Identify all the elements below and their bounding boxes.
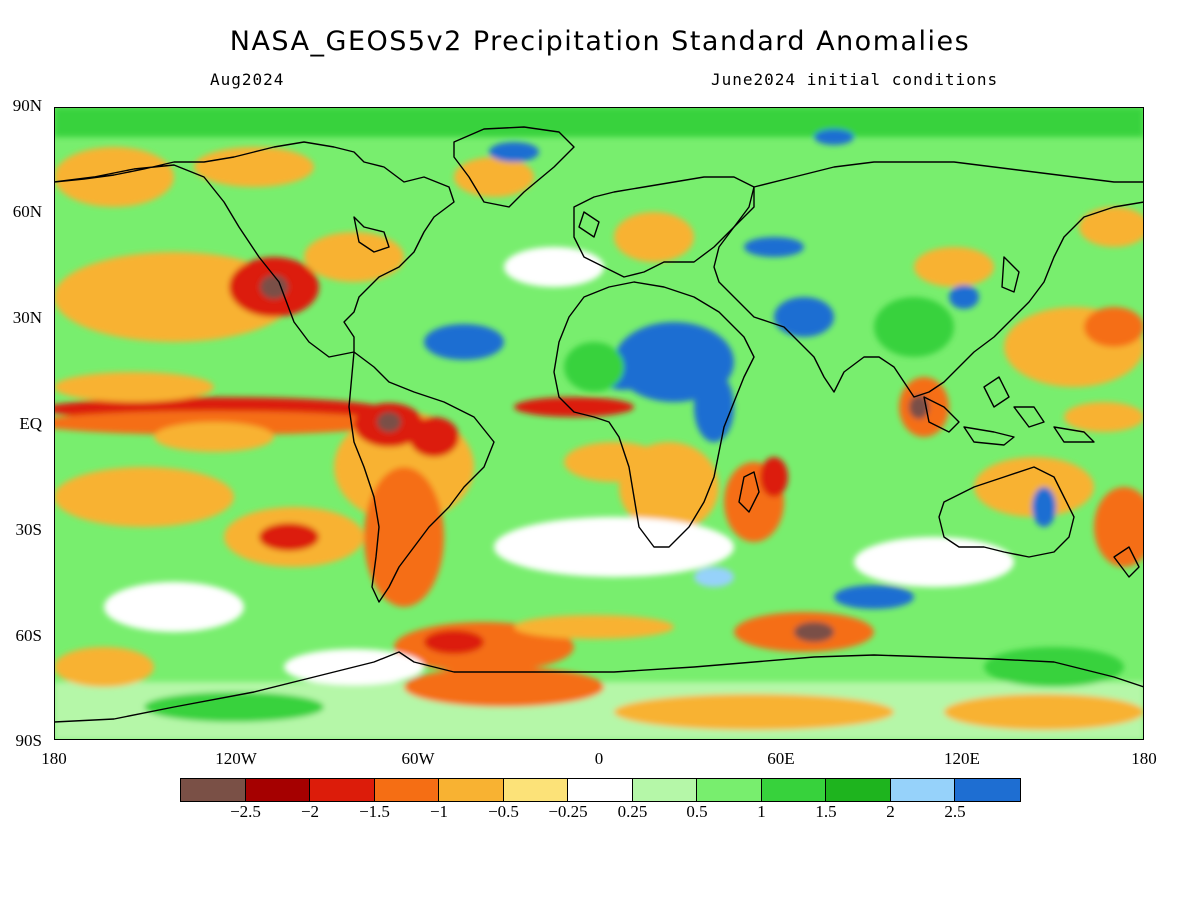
colorbar-label: 0.25: [617, 802, 648, 821]
colorbar-swatch: [826, 779, 891, 801]
anomaly-map: [54, 107, 1144, 740]
colorbar-swatch: [374, 779, 439, 801]
colorbar-swatch: [245, 779, 310, 801]
colorbar-label: −0.5: [488, 802, 519, 821]
lon-label-60e: 60E: [767, 749, 795, 768]
colorbar-label: −0.25: [548, 802, 588, 821]
colorbar: [180, 778, 1021, 802]
lat-label-60n: 60N: [12, 202, 42, 221]
colorbar-label: −2.5: [230, 802, 261, 821]
forecast-month: Aug2024: [210, 70, 285, 89]
colorbar-swatch: [568, 779, 633, 801]
colorbar-label: −1: [429, 802, 449, 821]
lon-label-180w: 180: [41, 749, 67, 768]
colorbar-swatch: [955, 779, 1020, 801]
colorbar-label: 1.5: [815, 802, 837, 821]
colorbar-label: 1: [757, 802, 766, 821]
lon-label-120w: 120W: [215, 749, 257, 768]
lat-label-30n: 30N: [12, 308, 42, 327]
colorbar-swatch: [697, 779, 762, 801]
colorbar-swatch: [181, 779, 246, 801]
colorbar-swatch: [310, 779, 375, 801]
lon-label-60w: 60W: [401, 749, 435, 768]
anomaly-fields: [54, 107, 1144, 740]
lon-label-180e: 180: [1131, 749, 1157, 768]
lat-label-30s: 30S: [15, 520, 42, 539]
lat-label-90s: 90S: [15, 731, 42, 750]
colorbar-swatch: [503, 779, 568, 801]
lon-label-0: 0: [594, 749, 604, 768]
colorbar-label: −2: [300, 802, 320, 821]
colorbar-label: 2: [886, 802, 895, 821]
colorbar-swatch: [439, 779, 504, 801]
colorbar-label: 2.5: [944, 802, 966, 821]
colorbar-swatch: [632, 779, 697, 801]
coastlines: [54, 126, 1144, 723]
colorbar-swatch: [761, 779, 826, 801]
lon-label-120e: 120E: [944, 749, 980, 768]
map-title: NASA_GEOS5v2 Precipitation Standard Anom…: [229, 26, 971, 57]
lat-label-60s: 60S: [15, 626, 42, 645]
initial-conditions: June2024 initial conditions: [711, 70, 999, 89]
colorbar-swatch: [890, 779, 955, 801]
lat-label-90n: 90N: [12, 96, 42, 115]
colorbar-label: 0.5: [686, 802, 708, 821]
lat-label-eq: EQ: [19, 414, 42, 433]
colorbar-label: −1.5: [359, 802, 390, 821]
